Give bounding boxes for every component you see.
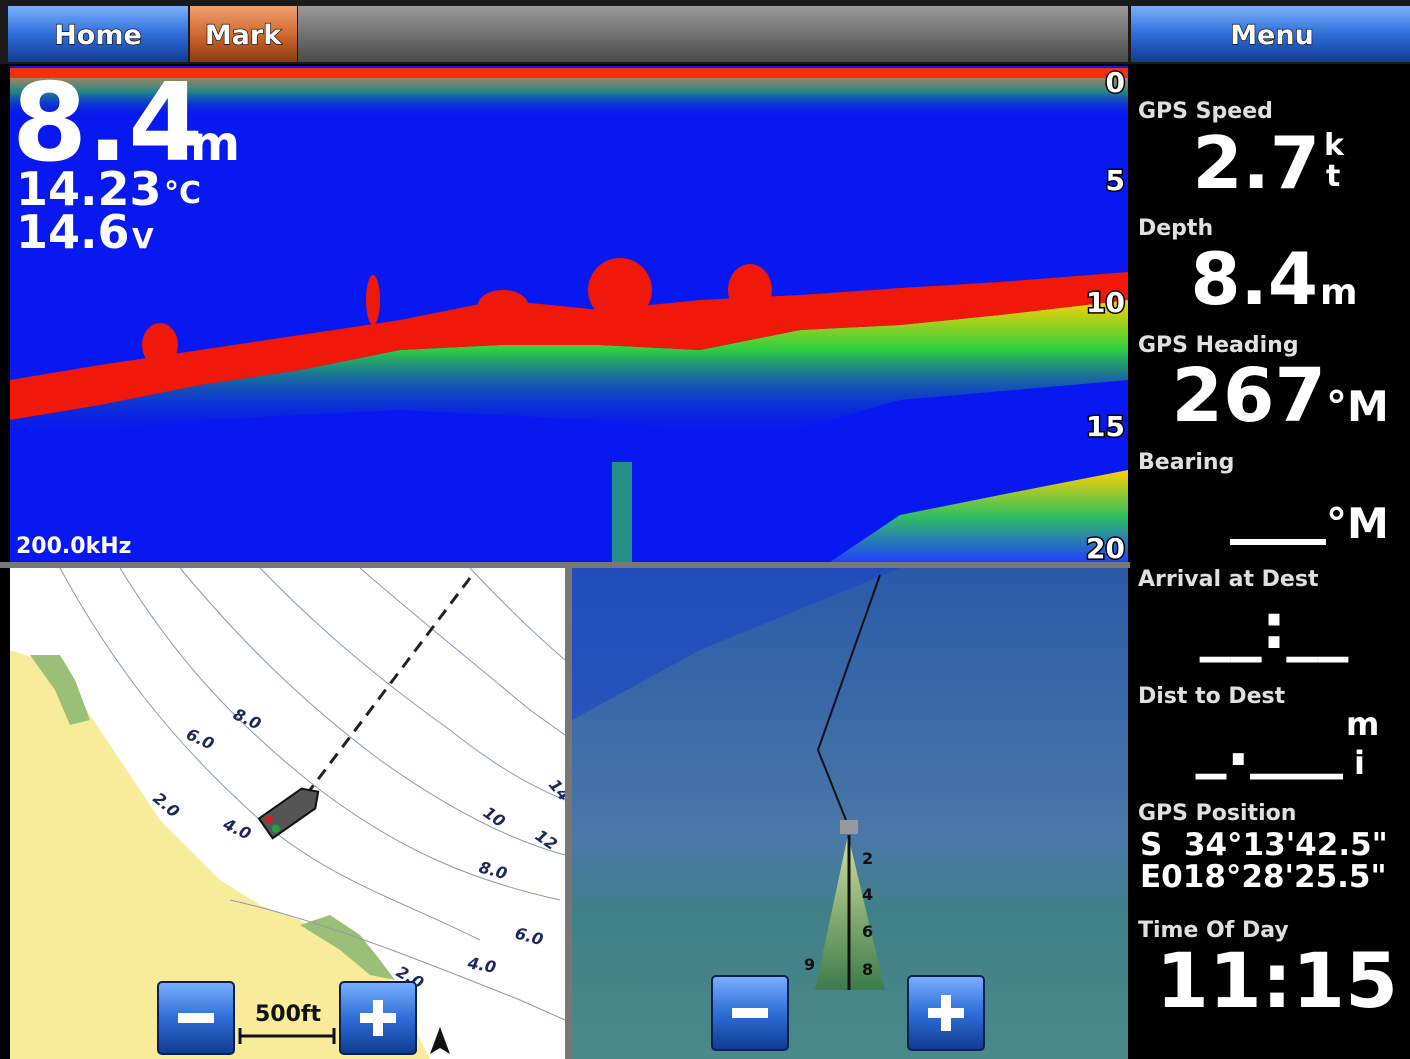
contour-line [59, 567, 481, 941]
field-label: Depth [1138, 216, 1213, 241]
field-value: 8.4 [1190, 237, 1318, 321]
minus-icon[interactable] [732, 1008, 768, 1018]
menu-label[interactable]: Menu [1230, 19, 1315, 51]
contour-line [179, 567, 566, 856]
position-line: E018°28'25.5" [1140, 859, 1387, 895]
map-vegetation [30, 655, 90, 725]
map-vegetation [300, 915, 395, 980]
view-zoom-out[interactable] [711, 975, 789, 1051]
boat-icon [257, 787, 320, 840]
contour-line [119, 567, 561, 901]
field-unit: t [1326, 159, 1340, 194]
north-arrow [430, 1027, 450, 1054]
divider [0, 562, 1130, 568]
fish-arch [588, 258, 652, 322]
voltage-unit: V [132, 222, 154, 255]
field-unit: m [1346, 705, 1379, 743]
home-button-bg[interactable] [8, 6, 188, 62]
water-temp-unit: °C [164, 176, 201, 211]
toolbar-bar [298, 6, 1128, 62]
mark-label[interactable]: Mark [204, 19, 283, 51]
menu-button-bg[interactable] [1131, 6, 1410, 62]
field-unit: k [1324, 128, 1345, 163]
field-label: GPS Speed [1138, 99, 1273, 124]
depth-gauge-label: 2 [862, 849, 873, 868]
map-panel: 8.0 6.0 2.0 4.0 10 12 14 8.0 6.0 4.0 2.0… [10, 567, 574, 1059]
divider [565, 568, 572, 1059]
voltage: 14.6 [16, 205, 130, 259]
depth-gauge-label: 6 [862, 922, 873, 941]
boat-3d [840, 820, 858, 834]
map-land [10, 650, 430, 1059]
contours [59, 567, 566, 1021]
home-label[interactable]: Home [54, 19, 143, 51]
depth-gauge-label: 4 [862, 885, 873, 904]
water-temp: 14.23 [16, 162, 162, 216]
fish-arch [478, 290, 528, 320]
data-fields: GPS Speed 2.7 k t Depth 8.4 m GPS Headin… [1138, 99, 1398, 1025]
contour-line [359, 567, 566, 736]
menu-button[interactable]: Menu [1131, 6, 1410, 62]
range-label: 9 [804, 955, 815, 974]
field-label: GPS Position [1138, 801, 1296, 826]
contour-line [469, 567, 566, 661]
home-button[interactable]: Home [8, 6, 188, 62]
mark-button-bg[interactable] [190, 6, 297, 62]
fish-arch [366, 275, 380, 325]
depth-scale-label: 15 [1086, 410, 1125, 443]
field-label: Bearing [1138, 450, 1234, 475]
view-3d-sky [572, 568, 900, 720]
field-value: 267 [1172, 353, 1326, 439]
boat-light [271, 824, 280, 833]
surface-return [10, 68, 1128, 78]
sonar-depth: 8.4 [12, 61, 203, 186]
depth-scale-label: 20 [1086, 532, 1125, 565]
contour-label: 4.0 [465, 953, 497, 977]
field-unit: °M [1326, 499, 1389, 548]
plus-icon[interactable] [941, 995, 951, 1031]
track-line-3d [816, 574, 881, 826]
fish-arch [728, 264, 772, 316]
field-unit: i [1354, 744, 1365, 782]
fish-arch [142, 323, 178, 367]
mark-button[interactable]: Mark [190, 6, 297, 62]
depth-scale-label: 0 [1106, 66, 1125, 99]
map-zoom-out[interactable] [157, 981, 235, 1055]
track-line [308, 577, 472, 791]
contour-line [259, 567, 566, 801]
field-unit: °M [1326, 382, 1389, 431]
map-zoom-in[interactable] [339, 981, 417, 1055]
field-value: __:__ [1200, 590, 1349, 663]
view-3d-panel: 2 4 6 8 9 [572, 568, 1128, 1059]
field-label: Time Of Day [1138, 918, 1289, 943]
depth-scale-label: 10 [1086, 286, 1125, 319]
field-value: _.___ [1195, 707, 1343, 780]
contour-line [229, 899, 566, 1021]
field-label: GPS Heading [1138, 333, 1299, 358]
depth-scale-label: 5 [1106, 164, 1125, 197]
field-value: 2.7 [1192, 121, 1320, 205]
depth-gauge-label: 8 [862, 960, 873, 979]
field-unit: m [1320, 272, 1358, 313]
sonar-depth-unit: m [190, 116, 240, 172]
field-label: Dist to Dest [1138, 684, 1286, 709]
bottom-fringe [10, 300, 1128, 440]
scale-bar [238, 1028, 336, 1044]
position-line: S 34°13'42.5" [1140, 827, 1388, 863]
view-zoom-in[interactable] [907, 975, 985, 1051]
scale-label: 500ft [255, 1002, 321, 1027]
field-value: ___ [1230, 472, 1326, 546]
bottom-return [10, 272, 1128, 420]
surface-clutter [10, 78, 1128, 118]
plus-icon[interactable] [373, 1000, 383, 1036]
boat-light [264, 814, 273, 823]
sonar-panel: 8.4 m 14.23 °C 14.6 V 200.0kHz 0 5 10 15… [10, 61, 1128, 567]
field-value: 11:15 [1156, 936, 1398, 1025]
minus-icon[interactable] [178, 1013, 214, 1023]
field-label: Arrival at Dest [1138, 567, 1319, 592]
clutter [612, 462, 632, 562]
second-return [830, 470, 1128, 562]
frequency: 200.0kHz [16, 534, 131, 559]
